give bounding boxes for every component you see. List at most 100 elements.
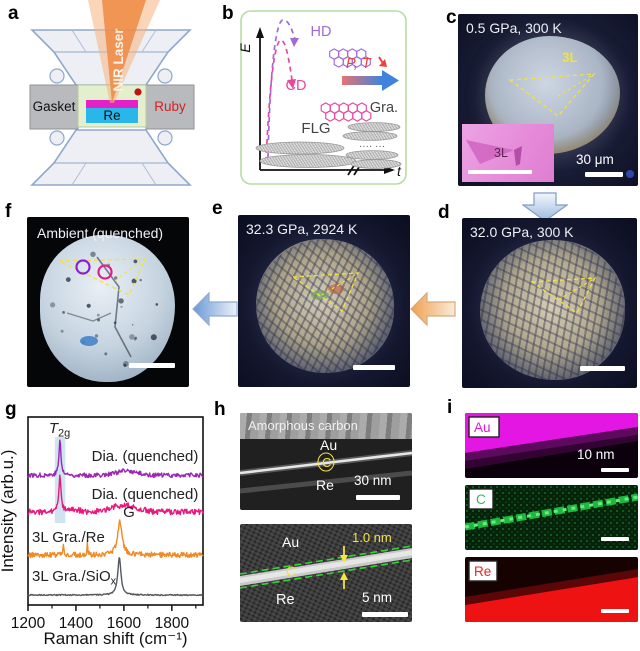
scale-bar-d	[580, 366, 625, 371]
sample-blob	[256, 239, 394, 373]
flake-shape	[466, 140, 514, 164]
svg-text:3L Gra./SiOx: 3L Gra./SiOx	[32, 568, 117, 588]
panel-label-e: e	[212, 198, 223, 219]
blue-inclusion	[80, 336, 98, 346]
eds-map-re: Re	[465, 557, 638, 622]
nir-laser-cone	[88, 0, 160, 103]
re-map-label: Re	[474, 564, 492, 579]
3l-label: 3L	[562, 50, 578, 65]
re-layer-label: Re	[276, 592, 295, 608]
svg-text:1800: 1800	[155, 615, 190, 632]
scale-bar-label-c: 30 μm	[576, 152, 614, 167]
panel-label-d: d	[438, 202, 450, 223]
green-dashed-bottom	[240, 559, 412, 589]
gra-label: Gra.	[370, 100, 398, 116]
re-interface-line	[240, 470, 412, 494]
flg-label: FLG	[301, 120, 330, 137]
amorphous-carbon-band	[240, 413, 412, 439]
hd-label: HD	[311, 24, 332, 40]
condition-label-c: 0.5 GPa, 300 K	[466, 20, 562, 36]
arrow-left-e-to-f-icon	[192, 291, 238, 327]
re-substrate	[86, 108, 138, 123]
c-overlay	[508, 73, 634, 178]
panel-label-i: i	[447, 397, 453, 418]
tem-bottom-overlay	[240, 545, 412, 589]
d-overlay	[530, 277, 597, 314]
panel-label-b: b	[222, 3, 234, 24]
au-label-box	[468, 416, 500, 438]
sample-blob	[480, 240, 625, 380]
svg-text:Raman shift (cm⁻¹): Raman shift (cm⁻¹)	[43, 629, 187, 648]
micrograph-e: 32.3 GPa, 2924 K	[238, 215, 410, 387]
svg-text:···· ···: ···· ···	[359, 141, 385, 152]
re-label: Re	[103, 108, 120, 123]
panel-label-a: a	[8, 3, 19, 24]
sample-blob	[40, 235, 175, 382]
au-layer-label: Au	[282, 534, 300, 550]
optical-inset: 3L	[462, 124, 554, 182]
scale-bar-label-i: 10 nm	[577, 447, 615, 462]
micrograph-c: 0.5 GPa, 300 K 3L 3L 30 μm	[458, 14, 638, 186]
crack-line	[96, 256, 132, 358]
svg-text:G: G	[123, 504, 135, 521]
au-layer-label: Au	[320, 437, 338, 453]
3l-region-outline	[58, 258, 147, 296]
scale-bar-h-top	[356, 495, 400, 500]
t-axis-label: t	[397, 163, 402, 179]
blob-texture	[256, 239, 394, 373]
svg-text:Dia. (quenched): Dia. (quenched)	[92, 486, 199, 503]
carbon-layer-band-core	[240, 550, 412, 583]
pathway-hd	[267, 19, 299, 159]
f-overlay	[50, 251, 159, 367]
condition-label-f: Ambient (quenched)	[37, 225, 164, 241]
c-map-label: C	[476, 492, 486, 507]
carbon-layer-line	[240, 451, 412, 475]
au-map-graphic	[465, 413, 638, 469]
graphene-sample-strip	[86, 100, 138, 108]
au-map-label: Au	[474, 420, 491, 435]
scale-bar-label-h-bottom: 5 nm	[362, 590, 393, 605]
scale-bar-label-h-top: 30 nm	[354, 473, 392, 488]
ruby-label: Ruby	[154, 99, 186, 114]
scale-bar-f	[129, 363, 175, 368]
ruby-dot	[134, 88, 142, 96]
tem-image-high-mag: Au 1.0 nm C Re 5 nm	[240, 524, 412, 622]
green-dashed-top	[240, 545, 412, 575]
svg-text:1400: 1400	[59, 615, 94, 632]
magenta-spot-marker	[97, 264, 113, 280]
scale-bar-e	[353, 365, 395, 370]
3l-region-inner-line	[321, 274, 356, 296]
purple-spot-marker	[75, 259, 91, 275]
3l-region-outline	[508, 73, 596, 117]
panel-label-f: f	[5, 201, 12, 222]
3l-region-inner-line	[554, 75, 592, 99]
tem-image-low-mag: Amorphous carbon Au C Re 30 nm	[240, 413, 412, 510]
laser-label: NIR Laser	[111, 28, 126, 92]
gasket-right	[145, 84, 195, 130]
e-overlay	[291, 272, 360, 312]
scale-bar-c	[585, 172, 623, 177]
svg-text:Dia. (quenched): Dia. (quenched)	[92, 448, 199, 465]
blue-speck	[626, 170, 634, 178]
pt-label: P, T	[346, 56, 372, 72]
scale-bar-au	[601, 468, 629, 472]
cd-label: CD	[286, 78, 307, 94]
pt-down-arrow-icon	[378, 56, 387, 67]
inset-flake	[466, 140, 522, 166]
diagram-border	[240, 10, 407, 185]
c-label-box	[468, 488, 494, 510]
inset-scale-bar	[468, 170, 532, 174]
gra-sheets: ···· ···	[342, 122, 402, 169]
amorphous-carbon-label: Amorphous carbon	[248, 418, 358, 433]
flake-fold	[514, 146, 522, 166]
energy-diagram: E t HD CD P, T Gra. FLG	[238, 10, 407, 185]
red-tint-spot	[328, 284, 344, 294]
c-layer-label: C	[322, 455, 332, 470]
thickness-label: 1.0 nm	[352, 530, 392, 545]
c-layer-label: C	[286, 564, 296, 579]
svg-text:Intensity (arb.u.): Intensity (arb.u.)	[0, 450, 17, 573]
cd-lattice	[320, 102, 372, 122]
c-marker-circle	[317, 452, 335, 472]
